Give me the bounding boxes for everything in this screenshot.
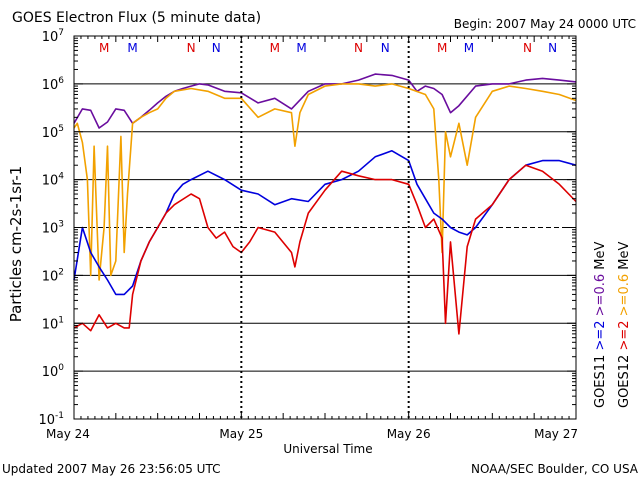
marker-label: N bbox=[212, 41, 221, 55]
updated-label: Updated 2007 May 26 23:56:05 UTC bbox=[2, 462, 220, 476]
series-line-3 bbox=[73, 150, 577, 296]
marker-label: M bbox=[127, 41, 137, 55]
y-tick-label: 104 bbox=[42, 172, 65, 189]
y-tick-label: 102 bbox=[42, 267, 64, 284]
x-tick-label: May 26 bbox=[387, 427, 431, 441]
marker-label: M bbox=[99, 41, 109, 55]
series-line-2 bbox=[73, 83, 577, 281]
marker-label: M bbox=[437, 41, 447, 55]
begin-label: Begin: 2007 May 24 0000 UTC bbox=[454, 17, 636, 31]
legend-group-1: GOES11 >=2 >=0.6 MeV bbox=[593, 242, 608, 408]
chart-title: GOES Electron Flux (5 minute data) bbox=[12, 10, 261, 26]
marker-label: N bbox=[548, 41, 557, 55]
legend-group-2: GOES12 >=2 >=0.6 MeV bbox=[617, 242, 632, 408]
series-line-4 bbox=[73, 164, 577, 335]
y-tick-label: 103 bbox=[42, 220, 64, 237]
y-tick-label: 101 bbox=[42, 315, 64, 332]
marker-label: M bbox=[464, 41, 474, 55]
y-tick-label: 106 bbox=[42, 76, 65, 93]
gridlines bbox=[74, 83, 576, 372]
marker-label: N bbox=[523, 41, 532, 55]
marker-label: M bbox=[296, 41, 306, 55]
y-tick-label: 10-1 bbox=[38, 411, 64, 428]
x-tick-label: May 25 bbox=[219, 427, 263, 441]
credit-label: NOAA/SEC Boulder, CO USA bbox=[471, 462, 639, 476]
x-tick-label: May 24 bbox=[46, 427, 90, 441]
marker-label: N bbox=[187, 41, 196, 55]
x-axis: May 24 May 25 May 26 May 27 bbox=[46, 36, 578, 441]
marker-label: M bbox=[270, 41, 280, 55]
y-tick-label: 100 bbox=[42, 363, 65, 380]
series-line-1 bbox=[73, 73, 577, 129]
legend: GOES11 >=2 >=0.6 MeV GOES12 >=2 >=0.6 MeV bbox=[593, 242, 632, 408]
y-axis: 107 106 105 104 103 102 101 100 10-1 bbox=[38, 28, 576, 428]
marker-label: N bbox=[381, 41, 390, 55]
y-axis-label: Particles cm-2s-1sr-1 bbox=[7, 166, 25, 323]
y-tick-label: 105 bbox=[42, 124, 64, 141]
x-axis-label: Universal Time bbox=[283, 442, 372, 456]
x-tick-label: May 27 bbox=[534, 427, 578, 441]
y-tick-label: 107 bbox=[42, 28, 64, 45]
series-layer bbox=[73, 73, 577, 335]
marker-label: N bbox=[354, 41, 363, 55]
